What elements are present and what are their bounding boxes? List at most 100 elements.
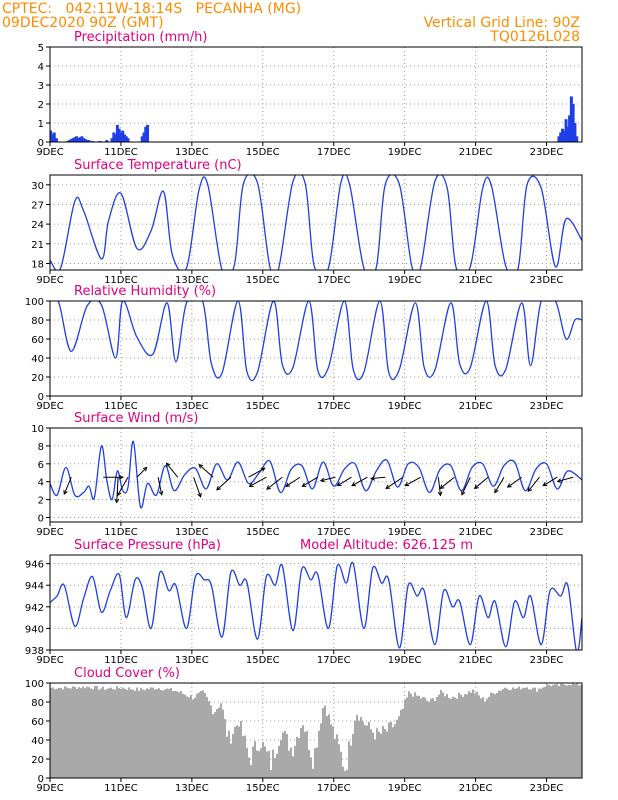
cloud-bar bbox=[96, 686, 98, 778]
wind-arrow-head bbox=[385, 484, 391, 490]
y-tick-label: 940 bbox=[25, 624, 44, 635]
x-tick-label: 13DEC bbox=[175, 783, 209, 794]
cloud-bar bbox=[164, 689, 166, 778]
wind-arrow bbox=[117, 476, 129, 497]
cloud-bar bbox=[86, 686, 88, 778]
y-tick-label: 100 bbox=[25, 679, 44, 690]
cloud-bar bbox=[372, 732, 374, 778]
y-tick-label: 0 bbox=[38, 392, 44, 403]
cloud-bar bbox=[80, 688, 82, 778]
cloud-bar bbox=[400, 709, 402, 778]
precip-bar bbox=[87, 140, 91, 142]
x-tick-label: 11DEC bbox=[104, 147, 138, 158]
cloud-bar bbox=[502, 689, 504, 778]
precip-bar bbox=[144, 126, 148, 142]
x-tick-label: 23DEC bbox=[530, 527, 564, 538]
y-tick-label: 20 bbox=[31, 755, 44, 766]
cloud-bar bbox=[270, 770, 272, 778]
cloud-bar bbox=[200, 691, 202, 778]
cloud-bar bbox=[368, 721, 370, 778]
cloud-bar bbox=[124, 688, 126, 778]
cloud-bar bbox=[136, 687, 138, 778]
wind-arrow-head bbox=[556, 478, 562, 483]
cloud-bar bbox=[210, 705, 212, 778]
y-tick-label: 40 bbox=[31, 736, 44, 747]
cloud-bar bbox=[522, 687, 524, 778]
precip-bar bbox=[146, 124, 150, 142]
cloud-bar bbox=[278, 745, 280, 778]
cloud-bar bbox=[150, 687, 152, 778]
wind-arrow bbox=[285, 476, 301, 487]
panel-title: Precipitation (mm/h) bbox=[74, 30, 207, 45]
cloud-bar bbox=[324, 705, 326, 778]
cloud-bar bbox=[440, 690, 442, 778]
wind-arrow-shaft bbox=[494, 476, 505, 493]
cloud-bar bbox=[386, 731, 388, 778]
panel-frame bbox=[49, 174, 583, 271]
y-tick-label: 60 bbox=[31, 717, 44, 728]
cloud-bar bbox=[298, 738, 300, 778]
cloud-bar bbox=[84, 688, 86, 778]
wind-arrow bbox=[193, 477, 202, 498]
y-tick-label: 4 bbox=[38, 478, 44, 489]
station-label: CPTEC: 042:11W-18:14S PECANHA (MG) bbox=[2, 1, 302, 17]
precip-bar bbox=[83, 139, 87, 142]
cloud-bar bbox=[366, 725, 368, 778]
cloud-bar bbox=[474, 693, 476, 778]
cloud-bar bbox=[450, 698, 452, 778]
wind-arrow-shaft bbox=[440, 476, 455, 489]
precip-bar bbox=[566, 126, 570, 142]
plot-area bbox=[50, 440, 582, 509]
wind-arrow-shaft bbox=[557, 476, 574, 482]
cloud-bar bbox=[102, 686, 104, 778]
cloud-bar bbox=[256, 750, 258, 778]
cloud-bar bbox=[52, 687, 54, 778]
x-tick-label: 9DEC bbox=[36, 401, 63, 412]
cloud-bar bbox=[208, 701, 210, 778]
y-tick-label: 942 bbox=[25, 603, 44, 614]
x-tick-label: 13DEC bbox=[175, 527, 209, 538]
cloud-bar bbox=[108, 688, 110, 778]
precip-bar bbox=[560, 128, 564, 142]
x-tick-label: 17DEC bbox=[317, 147, 351, 158]
cloud-bar bbox=[534, 687, 536, 778]
precip-bar bbox=[142, 132, 146, 142]
humidity-panel: 0 20 40 60 80 100 9DEC 11DEC 13DEC 15DEC 17DEC 19DE… bbox=[25, 284, 583, 412]
x-tick-label: 19DEC bbox=[388, 401, 422, 412]
cloud-bar bbox=[500, 690, 502, 778]
cloud-bar bbox=[66, 687, 68, 778]
cloud-bar bbox=[510, 690, 512, 778]
cloud-bar bbox=[232, 733, 234, 778]
cloud-bar bbox=[330, 724, 332, 778]
cloud-bar bbox=[318, 730, 320, 778]
cloud-bar bbox=[546, 684, 548, 778]
cloud-bar bbox=[292, 756, 294, 778]
x-tick-label: 9DEC bbox=[36, 275, 63, 286]
cloud-bar bbox=[114, 689, 116, 778]
x-tick-label: 23DEC bbox=[530, 401, 564, 412]
y-tick-label: 2 bbox=[38, 100, 44, 111]
cloud-bar bbox=[100, 688, 102, 778]
cloud-bar bbox=[354, 720, 356, 778]
wind-arrow-head bbox=[197, 492, 202, 498]
cloud-bar bbox=[326, 716, 328, 778]
y-tick-label: 2 bbox=[38, 496, 44, 507]
cloud-bar bbox=[492, 693, 494, 778]
precip-bar bbox=[105, 140, 109, 142]
cloud-bar bbox=[78, 687, 80, 778]
x-tick-label: 17DEC bbox=[317, 401, 351, 412]
cloud-bar bbox=[122, 687, 124, 778]
cloud-bar bbox=[216, 709, 218, 778]
cloud-bar bbox=[484, 701, 486, 778]
cloud-bar bbox=[414, 692, 416, 778]
y-tick-label: 4 bbox=[38, 62, 44, 73]
cloud-bar bbox=[402, 708, 404, 778]
wind-arrow bbox=[461, 477, 471, 496]
cloud-bar bbox=[294, 746, 296, 778]
cloud-bar bbox=[418, 695, 420, 778]
wind-arrow-shaft bbox=[166, 462, 179, 478]
panel-frame bbox=[49, 554, 583, 651]
wind-arrow bbox=[198, 463, 214, 478]
wind-arrow bbox=[319, 476, 336, 483]
cloud-bar bbox=[300, 727, 302, 778]
